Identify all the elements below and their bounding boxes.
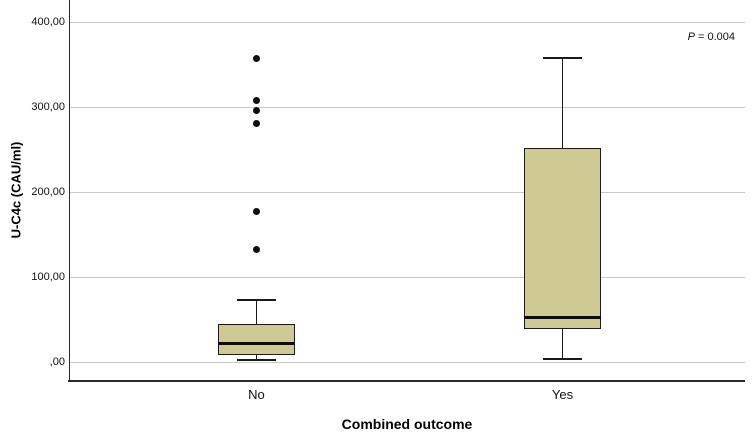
y-tick-label: 200,00 bbox=[31, 185, 65, 198]
y-gridline bbox=[69, 276, 745, 278]
y-tick-label: 100,00 bbox=[31, 270, 65, 283]
y-gridline bbox=[69, 106, 745, 108]
y-gridline bbox=[69, 191, 745, 193]
upper-whisker-line bbox=[255, 299, 257, 325]
y-tick-label: ,00 bbox=[49, 355, 65, 368]
outlier-dot bbox=[252, 97, 260, 105]
lower-whisker-cap bbox=[236, 359, 276, 361]
outlier-dot bbox=[252, 207, 260, 215]
p-value-text: = 0.004 bbox=[697, 31, 735, 43]
y-axis-title: U-C4c (CAU/ml) bbox=[8, 141, 24, 239]
outlier-dot bbox=[252, 106, 260, 114]
lower-whisker-line bbox=[255, 354, 257, 360]
outlier-dot bbox=[252, 119, 260, 127]
upper-whisker-line bbox=[561, 57, 563, 148]
upper-whisker-cap bbox=[542, 56, 582, 59]
category-label-yes: Yes bbox=[551, 387, 574, 402]
outlier-dot bbox=[252, 54, 260, 62]
y-gridline bbox=[69, 361, 745, 363]
y-gridline bbox=[69, 21, 745, 23]
box-no bbox=[217, 324, 295, 355]
category-label-no: No bbox=[248, 387, 265, 402]
lower-whisker-line bbox=[561, 329, 563, 360]
x-axis-line bbox=[68, 380, 745, 382]
median-line bbox=[217, 341, 295, 345]
y-axis-line bbox=[68, 0, 70, 381]
upper-whisker-cap bbox=[236, 298, 276, 301]
box-yes bbox=[523, 147, 601, 330]
outlier-dot bbox=[252, 246, 260, 254]
median-line bbox=[523, 316, 601, 320]
p-value-annotation: P = 0.004 bbox=[688, 31, 735, 43]
x-axis-title: Combined outcome bbox=[341, 416, 473, 432]
y-tick-label: 400,00 bbox=[31, 15, 65, 28]
p-symbol: P bbox=[687, 31, 695, 43]
y-tick-label: 300,00 bbox=[31, 100, 65, 113]
lower-whisker-cap bbox=[542, 358, 582, 361]
